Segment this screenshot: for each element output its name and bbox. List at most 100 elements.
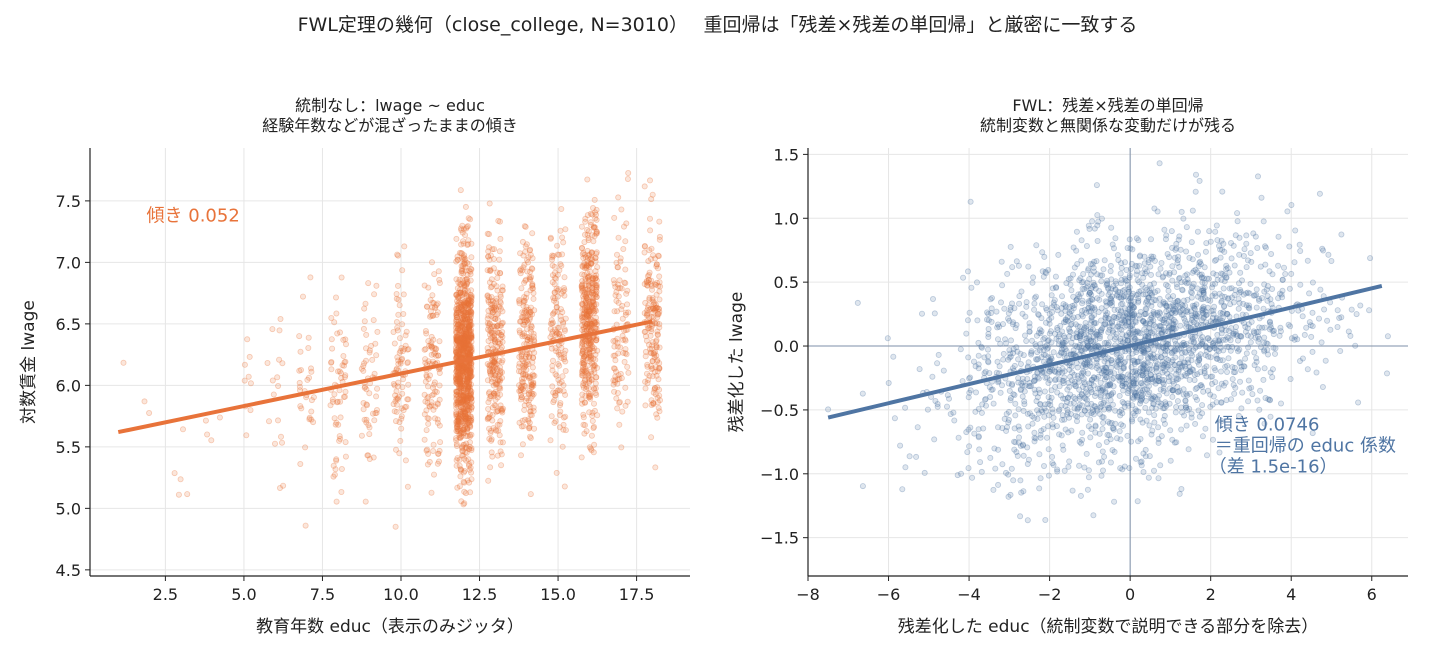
data-point — [1161, 420, 1168, 427]
data-point — [341, 393, 348, 400]
data-point — [361, 318, 368, 325]
data-point — [1157, 301, 1164, 308]
data-point — [464, 399, 471, 406]
data-point — [557, 227, 564, 234]
data-point — [1031, 300, 1038, 307]
data-point — [241, 361, 248, 368]
data-point — [582, 381, 589, 388]
data-point — [646, 247, 653, 254]
data-point — [1262, 244, 1269, 251]
data-point — [562, 391, 569, 398]
data-point — [527, 246, 534, 253]
data-point — [394, 354, 401, 361]
data-point — [582, 215, 589, 222]
data-point — [340, 336, 347, 343]
data-point — [456, 425, 463, 432]
data-point — [1157, 403, 1164, 410]
data-point — [1235, 295, 1242, 302]
left-ytick-label-4: 6.5 — [56, 315, 81, 334]
data-point — [521, 223, 528, 230]
data-point — [432, 304, 439, 311]
data-point — [425, 358, 432, 365]
data-point — [1108, 224, 1115, 231]
data-point — [486, 200, 493, 207]
data-point — [1084, 279, 1091, 286]
data-point — [456, 410, 463, 417]
data-point — [1108, 319, 1115, 326]
data-point — [963, 429, 970, 436]
data-point — [522, 383, 529, 390]
data-point — [519, 333, 526, 340]
data-point — [464, 288, 471, 295]
data-point — [622, 280, 629, 287]
data-point — [624, 287, 631, 294]
data-point — [460, 340, 467, 347]
data-point — [305, 344, 312, 351]
data-point — [391, 382, 398, 389]
data-point — [456, 344, 463, 351]
data-point — [955, 434, 962, 441]
data-point — [1075, 291, 1082, 298]
data-point — [1303, 324, 1310, 331]
data-point — [1110, 383, 1117, 390]
data-point — [466, 392, 473, 399]
data-point — [330, 462, 337, 469]
data-point — [1091, 225, 1098, 232]
data-point — [959, 378, 966, 385]
data-point — [1124, 310, 1131, 317]
data-point — [434, 300, 441, 307]
data-point — [369, 410, 376, 417]
data-point — [1260, 305, 1267, 312]
data-point — [495, 303, 502, 310]
data-point — [1195, 263, 1202, 270]
data-point — [400, 310, 407, 317]
data-point — [1299, 313, 1306, 320]
data-point — [1178, 354, 1185, 361]
data-point — [430, 391, 437, 398]
data-point — [336, 368, 343, 375]
data-point — [360, 406, 367, 413]
data-point — [421, 411, 428, 418]
data-point — [930, 295, 937, 302]
data-point — [297, 366, 304, 373]
data-point — [916, 366, 923, 373]
data-point — [432, 403, 439, 410]
data-point — [430, 406, 437, 413]
data-point — [991, 445, 998, 452]
left-chart-title-line2: 経験年数などが混ざったままの傾き — [262, 116, 518, 135]
data-point — [914, 424, 921, 431]
data-point — [611, 365, 618, 372]
data-point — [1181, 315, 1188, 322]
data-point — [979, 401, 986, 408]
data-point — [302, 522, 309, 529]
data-point — [464, 316, 471, 323]
data-point — [1275, 262, 1282, 269]
data-point — [648, 255, 655, 262]
data-point — [491, 246, 498, 253]
data-point — [393, 395, 400, 402]
data-point — [393, 408, 400, 415]
data-point — [426, 342, 433, 349]
data-point — [1151, 412, 1158, 419]
data-point — [264, 359, 271, 366]
data-point — [1245, 257, 1252, 264]
data-point — [965, 394, 972, 401]
data-point — [393, 366, 400, 373]
data-point — [1171, 269, 1178, 276]
data-point — [1011, 391, 1018, 398]
data-point — [462, 490, 469, 497]
data-point — [1118, 264, 1125, 271]
data-point — [610, 381, 617, 388]
data-point — [649, 358, 656, 365]
data-point — [494, 274, 501, 281]
data-point — [582, 254, 589, 261]
data-point — [435, 268, 442, 275]
data-point — [1146, 422, 1153, 429]
data-point — [1252, 233, 1259, 240]
data-point — [430, 336, 437, 343]
data-point — [656, 233, 663, 240]
data-point — [1017, 387, 1024, 394]
data-point — [392, 398, 399, 405]
data-point — [1056, 376, 1063, 383]
data-point — [647, 177, 654, 184]
